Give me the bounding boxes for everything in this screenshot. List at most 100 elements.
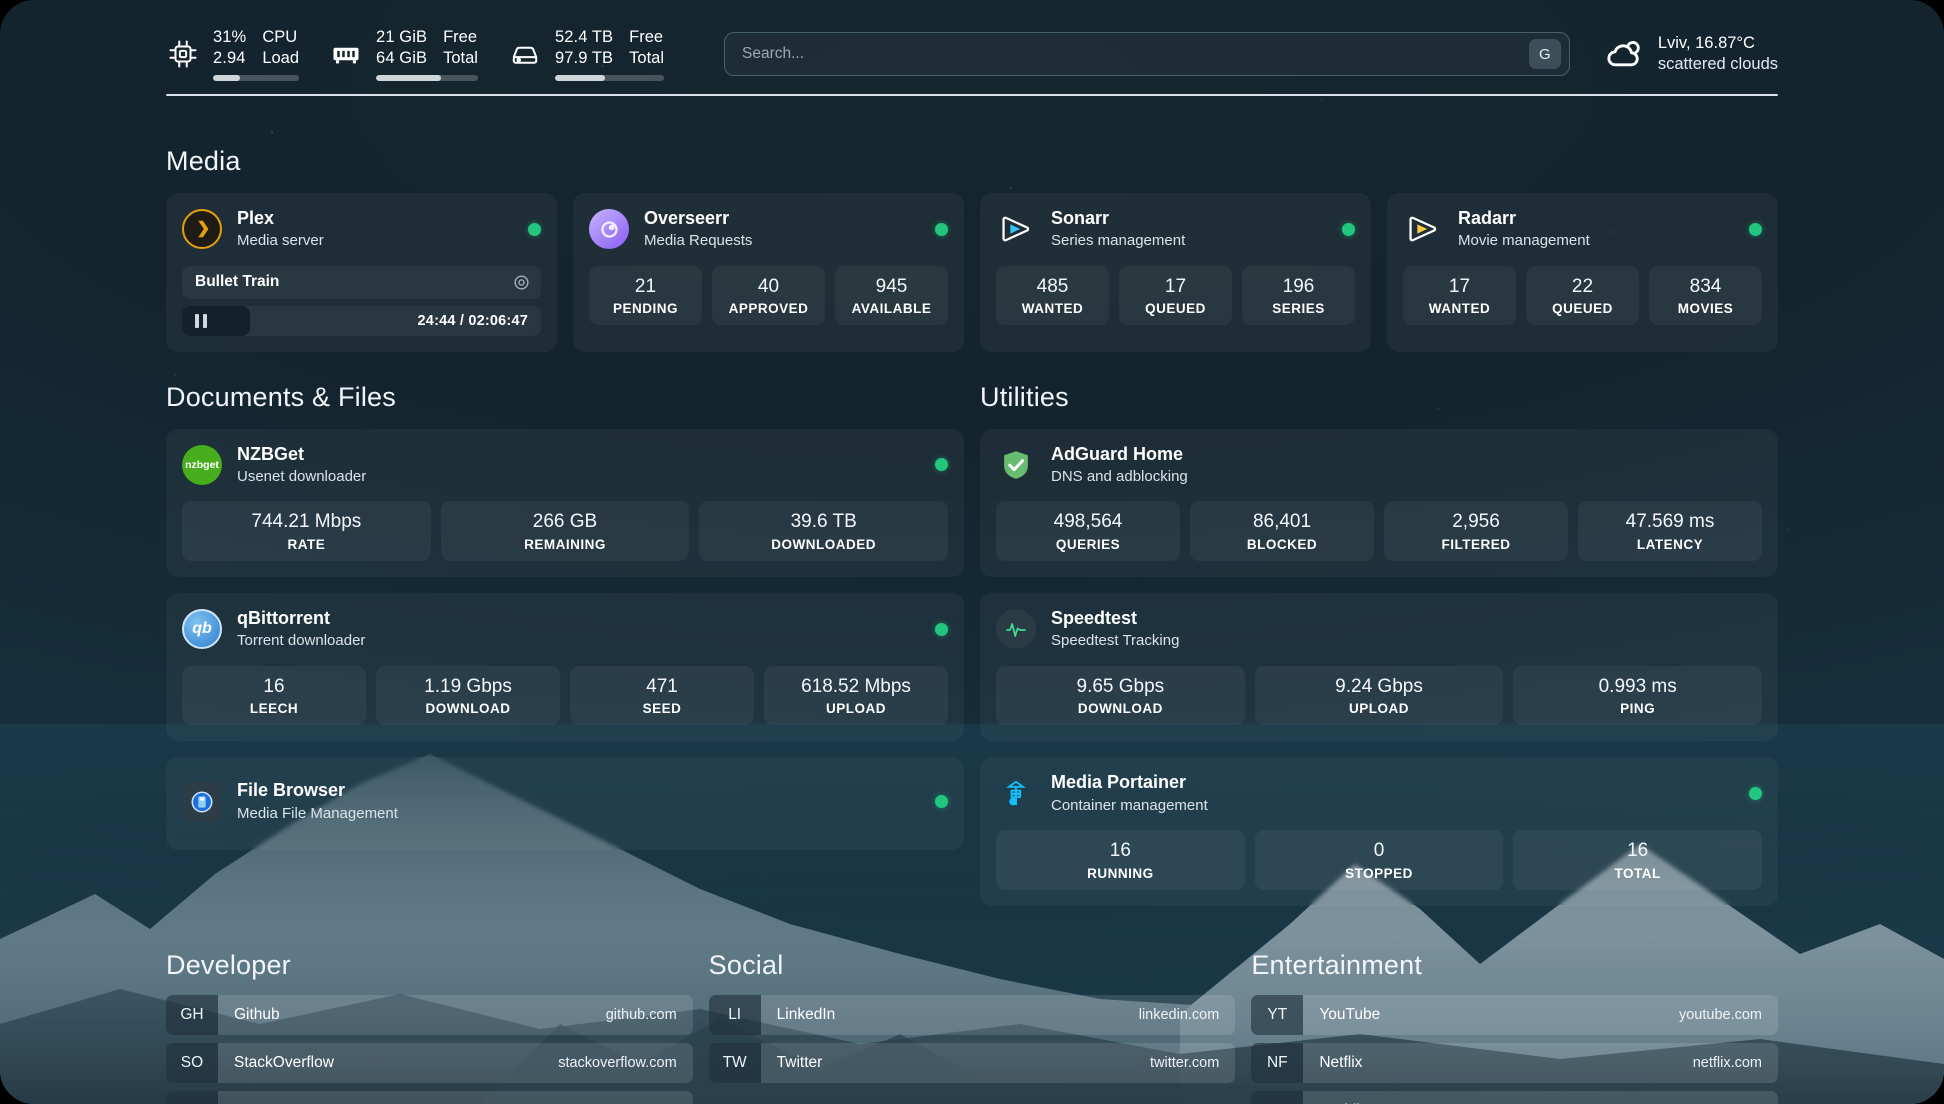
card-adguard-home[interactable]: AdGuard Home DNS and adblocking 498,564 … — [980, 428, 1778, 578]
card-stats-row: 21 PENDING 40 APPROVED 945 AVAILABLE — [589, 265, 948, 326]
stat-label: MOVIES — [1677, 301, 1734, 317]
stat-value: 0.993 ms — [1598, 675, 1677, 697]
memory-free-value: 21 GiB — [376, 27, 428, 46]
card-subtitle: Media Requests — [644, 232, 753, 250]
section-title-documents: Documents & Files — [166, 381, 396, 412]
search-box[interactable]: G — [724, 32, 1570, 76]
card-plex[interactable]: Plex Media server Bullet Train 24:44 — [166, 193, 557, 352]
search-shortcut-badge[interactable]: G — [1528, 39, 1561, 69]
status-badge — [935, 622, 948, 636]
bookmark-item-linkedin[interactable]: LI LinkedIn linkedin.com — [708, 994, 1236, 1035]
stat-label: REMAINING — [524, 537, 606, 553]
stat-label: WANTED — [1428, 301, 1491, 317]
stat-value: 2,956 — [1452, 511, 1500, 533]
bookmark-group-title: Developer — [166, 949, 291, 980]
stat-cell: 618.52 Mbps UPLOAD — [764, 665, 948, 726]
stat-cell: 266 GB REMAINING — [440, 501, 690, 562]
speedtest-pulse-icon — [996, 609, 1036, 650]
stat-label: UPLOAD — [1349, 701, 1409, 717]
bookmark-group-social: Social LI LinkedIn linkedin.com TW Twitt… — [708, 950, 1236, 1104]
card-sonarr[interactable]: Sonarr Series management 485 WANTED 17 Q… — [980, 193, 1371, 352]
bookmark-list: LI LinkedIn linkedin.com TW Twitter twit… — [708, 994, 1236, 1083]
card-radarr[interactable]: Radarr Movie management 17 WANTED 22 QUE… — [1387, 193, 1778, 352]
stat-value: 16 — [1627, 840, 1649, 862]
stat-label: DOWNLOAD — [425, 701, 511, 717]
stat-cell: 16 LEECH — [182, 665, 366, 726]
bookmark-item-github[interactable]: GH Github github.com — [166, 994, 693, 1035]
stat-value: 744.21 Mbps — [251, 511, 362, 533]
stat-label: QUERIES — [1055, 537, 1121, 553]
stat-cell: 16 RUNNING — [996, 830, 1245, 890]
stat-value: 17 — [1448, 275, 1471, 297]
card-media-portainer[interactable]: Media Portainer Container management 16 … — [980, 757, 1778, 906]
status-badge — [528, 222, 541, 236]
plex-progress-bar[interactable]: 24:44 / 02:06:47 — [182, 305, 541, 336]
stat-value: 86,401 — [1252, 511, 1312, 533]
disk-stat-group[interactable]: 52.4 TB 97.9 TB Free Total — [508, 27, 664, 82]
bookmark-list: YT YouTube youtube.com NF Netflix netfli… — [1251, 994, 1778, 1104]
status-badge — [1749, 787, 1762, 801]
plex-duration: 02:06:47 — [468, 312, 528, 329]
bookmark-item-stackoverflow[interactable]: SO StackOverflow stackoverflow.com — [166, 1042, 693, 1083]
card-header: Media Portainer Container management — [996, 771, 1762, 816]
stat-value: 39.6 TB — [790, 511, 857, 533]
bookmark-item-twitter[interactable]: TW Twitter twitter.com — [708, 1042, 1236, 1083]
card-stats-row: 16 LEECH 1.19 Gbps DOWNLOAD 471 SEED — [182, 665, 948, 726]
utilities-column: Utilities AdGuard Home — [980, 382, 1778, 906]
stat-value: 16 — [1109, 840, 1131, 862]
stat-value: 22 — [1571, 275, 1594, 297]
bookmark-url: youtube.com — [1678, 1006, 1762, 1023]
bookmark-item-reddit[interactable]: RE Reddit reddit.com — [1251, 1090, 1778, 1104]
card-stats-row: 498,564 QUERIES 86,401 BLOCKED 2,956 FIL… — [996, 501, 1762, 562]
card-header: File Browser Media File Management — [182, 779, 948, 824]
cpu-stat-group[interactable]: 31% 2.94 CPU Load — [166, 27, 300, 82]
card-header: AdGuard Home DNS and adblocking — [996, 443, 1762, 488]
bookmark-item-netflix[interactable]: NF Netflix netflix.com — [1251, 1042, 1778, 1083]
card-subtitle: Media File Management — [237, 804, 398, 822]
card-speedtest[interactable]: Speedtest Speedtest Tracking 9.65 Gbps D… — [980, 593, 1778, 742]
stat-cell: 2,956 FILTERED — [1384, 501, 1568, 562]
weather-widget[interactable]: Lviv, 16.87°C scattered clouds — [1604, 33, 1778, 76]
cpu-label-bottom: Load — [262, 49, 300, 67]
card-title-block: qBittorrent Torrent downloader — [237, 607, 920, 652]
weather-text: Lviv, 16.87°C scattered clouds — [1658, 33, 1778, 76]
card-overseerr[interactable]: Overseerr Media Requests 21 PENDING 40 A… — [573, 193, 964, 352]
section-title-utilities: Utilities — [980, 381, 1069, 412]
bookmark-url: reddit.com — [1694, 1091, 1778, 1104]
bookmark-item-dev[interactable]: DT DEV dev.to — [166, 1090, 693, 1104]
stat-label: LEECH — [249, 701, 299, 717]
stat-label: QUEUED — [1552, 301, 1613, 317]
bookmark-url: twitter.com — [1150, 1054, 1220, 1071]
search-input[interactable] — [742, 45, 1529, 63]
stat-cell: 16 TOTAL — [1513, 830, 1763, 890]
card-header: Radarr Movie management — [1403, 207, 1762, 252]
cast-icon[interactable] — [512, 273, 531, 292]
bookmark-url: github.com — [605, 1006, 677, 1023]
bookmark-label: LinkedIn — [776, 1005, 836, 1023]
cloud-icon — [1604, 34, 1644, 74]
plex-icon — [182, 209, 222, 250]
stat-cell: 834 MOVIES — [1649, 265, 1762, 326]
stat-value: 17 — [1164, 275, 1187, 297]
memory-stat-group[interactable]: 21 GiB 64 GiB Free Total — [329, 27, 478, 82]
pause-icon[interactable] — [195, 313, 207, 328]
card-header: Sonarr Series management — [996, 207, 1355, 252]
bookmark-abbr: GH — [166, 994, 218, 1035]
card-header: Speedtest Speedtest Tracking — [996, 607, 1762, 652]
bookmark-item-youtube[interactable]: YT YouTube youtube.com — [1251, 994, 1778, 1035]
stat-label: SERIES — [1272, 301, 1325, 317]
bookmark-abbr: LI — [708, 994, 761, 1035]
card-nzbget[interactable]: nzbget NZBGet Usenet downloader 744.21 M… — [166, 428, 964, 578]
stat-value: 40 — [757, 275, 780, 297]
bookmark-label: Twitter — [776, 1053, 823, 1071]
card-title-block: Plex Media server — [237, 207, 513, 252]
stat-cell: 1.19 Gbps DOWNLOAD — [376, 665, 560, 726]
stat-value: 945 — [875, 275, 908, 297]
stat-label: AVAILABLE — [851, 301, 932, 317]
bookmark-url: stackoverflow.com — [558, 1054, 677, 1071]
card-qbittorrent[interactable]: qb qBittorrent Torrent downloader 16 — [166, 593, 964, 742]
disk-label-top: Free — [629, 27, 664, 46]
card-file-browser[interactable]: File Browser Media File Management — [166, 757, 964, 851]
status-badge — [935, 795, 948, 809]
